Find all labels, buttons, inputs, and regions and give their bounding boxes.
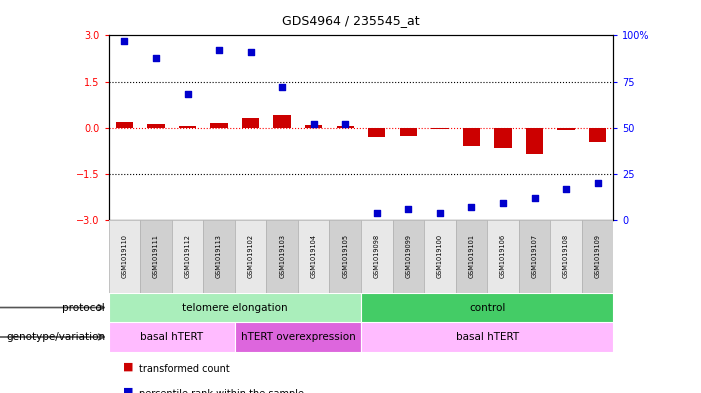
Bar bbox=[336, 127, 354, 128]
Bar bbox=[179, 126, 196, 128]
Text: ■: ■ bbox=[123, 387, 133, 393]
Point bbox=[466, 204, 477, 210]
Text: GSM1019107: GSM1019107 bbox=[531, 234, 538, 279]
Bar bbox=[242, 119, 259, 128]
Text: genotype/variation: genotype/variation bbox=[6, 332, 105, 342]
Text: GSM1019113: GSM1019113 bbox=[216, 235, 222, 278]
Text: GSM1019101: GSM1019101 bbox=[468, 235, 475, 278]
Point bbox=[308, 121, 320, 127]
Bar bbox=[557, 128, 575, 130]
Bar bbox=[393, 220, 424, 293]
Point bbox=[340, 121, 351, 127]
Bar bbox=[266, 220, 298, 293]
Bar bbox=[210, 123, 228, 128]
Point bbox=[214, 47, 225, 53]
Bar bbox=[116, 121, 133, 128]
Text: telomere elongation: telomere elongation bbox=[182, 303, 287, 312]
Text: GSM1019112: GSM1019112 bbox=[184, 235, 191, 278]
Bar bbox=[203, 220, 235, 293]
Bar bbox=[361, 322, 613, 352]
Bar bbox=[140, 220, 172, 293]
Bar bbox=[431, 128, 449, 129]
Text: protocol: protocol bbox=[62, 303, 105, 312]
Text: GSM1019111: GSM1019111 bbox=[153, 235, 159, 278]
Text: hTERT overexpression: hTERT overexpression bbox=[240, 332, 355, 342]
Point bbox=[498, 200, 509, 207]
Point bbox=[277, 84, 288, 90]
Point bbox=[435, 209, 446, 216]
Text: GDS4964 / 235545_at: GDS4964 / 235545_at bbox=[282, 14, 419, 27]
Point bbox=[372, 209, 383, 216]
Bar bbox=[298, 220, 329, 293]
Text: control: control bbox=[469, 303, 505, 312]
Bar bbox=[424, 220, 456, 293]
Text: GSM1019105: GSM1019105 bbox=[342, 234, 348, 279]
Bar bbox=[519, 220, 550, 293]
Bar bbox=[582, 220, 613, 293]
Point bbox=[119, 38, 130, 44]
Text: GSM1019099: GSM1019099 bbox=[405, 235, 411, 278]
Bar bbox=[109, 293, 361, 322]
Text: GSM1019100: GSM1019100 bbox=[437, 234, 443, 279]
Bar bbox=[109, 220, 140, 293]
Bar bbox=[487, 220, 519, 293]
Point bbox=[151, 54, 162, 61]
Bar bbox=[109, 322, 235, 352]
Bar bbox=[456, 220, 487, 293]
Text: GSM1019108: GSM1019108 bbox=[563, 234, 569, 279]
Bar bbox=[305, 125, 322, 128]
Bar bbox=[235, 322, 361, 352]
Text: percentile rank within the sample: percentile rank within the sample bbox=[139, 389, 304, 393]
Point bbox=[592, 180, 604, 186]
Bar bbox=[361, 293, 613, 322]
Text: basal hTERT: basal hTERT bbox=[456, 332, 519, 342]
Bar bbox=[526, 128, 543, 154]
Bar bbox=[235, 220, 266, 293]
Bar bbox=[400, 128, 417, 136]
Text: transformed count: transformed count bbox=[139, 364, 229, 373]
Text: ■: ■ bbox=[123, 362, 133, 371]
Point bbox=[529, 195, 540, 201]
Text: GSM1019103: GSM1019103 bbox=[279, 235, 285, 278]
Text: GSM1019098: GSM1019098 bbox=[374, 234, 380, 279]
Point bbox=[182, 91, 193, 97]
Text: basal hTERT: basal hTERT bbox=[140, 332, 203, 342]
Bar bbox=[494, 128, 512, 148]
Text: GSM1019109: GSM1019109 bbox=[594, 235, 601, 278]
Bar bbox=[273, 116, 291, 128]
Point bbox=[245, 49, 257, 55]
Bar bbox=[147, 124, 165, 128]
Bar bbox=[361, 220, 393, 293]
Bar bbox=[368, 128, 386, 137]
Bar bbox=[463, 128, 480, 146]
Text: GSM1019102: GSM1019102 bbox=[247, 234, 254, 279]
Point bbox=[561, 185, 572, 192]
Bar bbox=[172, 220, 203, 293]
Text: GSM1019110: GSM1019110 bbox=[121, 235, 128, 278]
Bar bbox=[550, 220, 582, 293]
Text: GSM1019104: GSM1019104 bbox=[311, 234, 317, 279]
Bar bbox=[589, 128, 606, 141]
Point bbox=[403, 206, 414, 212]
Bar bbox=[329, 220, 361, 293]
Text: GSM1019106: GSM1019106 bbox=[500, 234, 506, 279]
